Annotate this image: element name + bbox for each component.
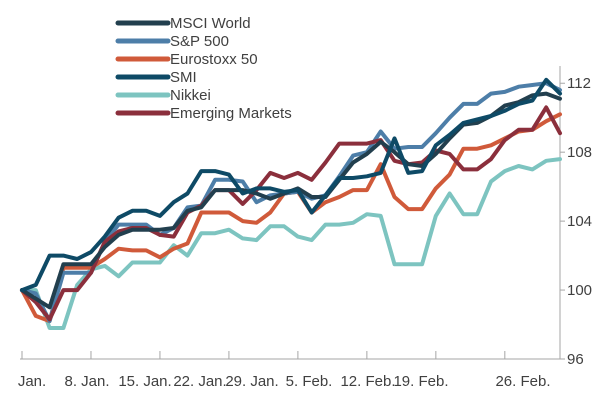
legend-label: Emerging Markets [170,105,292,122]
series-line-eurostoxx-50 [20,112,562,324]
y-tick-label: 112 [567,75,591,92]
series-line-emerging-markets [20,105,562,322]
legend-label: SMI [170,69,197,86]
x-tick-label: 29. Jan. [225,373,278,390]
y-tick-label: 104 [567,213,592,230]
legend-label: Eurostoxx 50 [170,51,258,68]
x-tick-label: 19. Feb. [393,373,448,390]
legend-label: Nikkei [170,87,211,104]
series-lines [20,77,562,330]
series-line-smi [20,77,562,293]
x-tick-label: Jan. [18,373,46,390]
x-tick-label: 15. Jan. [118,373,171,390]
x-tick-label: 5. Feb. [286,373,333,390]
legend-label: S&P 500 [170,33,229,50]
series-line-nikkei [20,157,562,330]
x-tick-label: 22. Jan. [173,373,226,390]
y-tick-label: 108 [567,144,592,161]
y-tick-label: 96 [567,351,584,368]
x-ticks: Jan. 8. Jan. 15. Jan. 22. Jan.29. Jan. 5. Fe… [18,351,561,390]
x-tick-label: 26. Feb. [495,373,550,390]
x-tick-label: 8. Jan. [64,373,109,390]
legend-label: MSCI World [170,15,251,32]
x-tick-label: 12. Feb. [340,373,395,390]
y-tick-label: 100 [567,282,592,299]
y-ticks: 96 100 104 108 112 [560,75,592,368]
series-line-msci-world [20,91,562,310]
